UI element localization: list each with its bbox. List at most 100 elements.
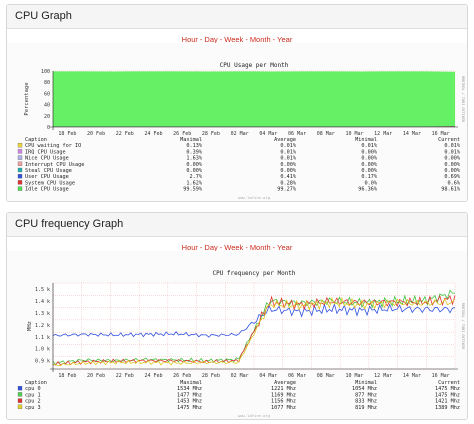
cpu-period-week[interactable]: Week — [224, 35, 244, 44]
freq-legend-caption: cpu 1 — [25, 392, 41, 398]
freq-legend-header: Caption — [25, 380, 47, 386]
cpu-period-year[interactable]: Year — [277, 35, 293, 44]
cpu-legend-caption: CPU waiting for IO — [25, 143, 81, 149]
cpu-x-tick-label: 26 Feb — [173, 131, 191, 137]
freq-y-tick-label: 1.3 k — [35, 311, 50, 317]
freq-x-tick-label: 04 Mar — [259, 373, 277, 379]
cpu-legend-caption: IRQ CPU Usage — [25, 149, 66, 155]
freq-period-hour[interactable]: Hour — [181, 243, 198, 252]
cpu-legend-max: 1.62% — [186, 180, 202, 186]
cpu-x-tick-label: 28 Feb — [202, 131, 220, 137]
cpu-legend-swatch — [17, 149, 23, 154]
cpu-legend-caption: System CPU Usage — [25, 180, 75, 186]
cpu-legend-cur: 0.69% — [444, 174, 460, 180]
cpu-legend-cur: 0.6% — [448, 180, 461, 186]
freq-period-separator: - — [245, 243, 248, 252]
freq-period-week[interactable]: Week — [224, 243, 244, 252]
freq-period-separator: - — [272, 243, 276, 252]
cpu-legend-avg: 0.00% — [280, 162, 296, 168]
cpu-x-tick-label: 20 Feb — [87, 131, 105, 137]
cpu-legend-max: 99.59% — [183, 187, 203, 193]
freq-legend-min: 833 Mhz — [355, 399, 377, 405]
freq-x-tick-label: 06 Mar — [288, 373, 306, 379]
freq-legend-max: 1477 Mhz — [177, 392, 202, 398]
cpu-legend-cur: 0.01% — [444, 143, 460, 149]
cpu-legend-avg: 0.41% — [280, 174, 296, 180]
freq-legend-header: Minimal — [355, 380, 377, 386]
freq-legend-header: Maximal — [180, 380, 202, 386]
freq-period-separator: - — [199, 243, 203, 252]
freq-x-tick-label: 12 Mar — [374, 373, 392, 379]
cpu-period-separator: - — [245, 35, 248, 44]
freq-legend-avg: 1077 Mhz — [271, 405, 296, 411]
cpu-graph-panel: CPU Graph Hour - Day - Week - Month - Year CPU U… — [6, 4, 468, 202]
freq-legend-max: 1475 Mhz — [177, 405, 202, 411]
cpu-period-separator: - — [272, 35, 276, 44]
cpu-x-tick-label: 04 Mar — [259, 131, 277, 137]
cpu-x-tick-label: 24 Feb — [144, 131, 162, 137]
freq-period-month[interactable]: Month — [249, 243, 271, 252]
cpu-legend-swatch — [17, 143, 23, 148]
cpu-legend-max: 0.39% — [186, 149, 202, 155]
cpu-chart-title: CPU Usage per Month — [220, 62, 289, 69]
freq-x-tick-label: 22 Feb — [116, 373, 134, 379]
cpu-usage-chart: CPU Usage per Month 100 80 60 40 20 0 Percentag… — [7, 43, 467, 201]
cpu-legend-min: 0.00% — [361, 156, 377, 162]
cpu-legend-cur: 98.61% — [441, 187, 461, 193]
freq-legend-min: 819 Mhz — [355, 405, 377, 411]
freq-period-day[interactable]: Day — [204, 243, 218, 252]
freq-x-tick-label: 08 Mar — [317, 373, 335, 379]
cpu-period-month[interactable]: Month — [249, 35, 271, 44]
freq-legend-swatch — [17, 404, 23, 409]
freq-legend-caption: cpu 0 — [25, 386, 41, 392]
cpu-y-tick-label: 0 — [47, 125, 50, 131]
freq-legend-cur: 1475 Mhz — [435, 386, 460, 392]
freq-legend-cur: 1421 Mhz — [435, 399, 460, 405]
freq-y-tick-label: 1.1 k — [35, 335, 50, 341]
cpu-side-label: RRDTOOL / TOBI OETIKER — [461, 76, 465, 123]
cpu-legend-min: 0.00% — [361, 149, 377, 155]
freq-x-tick-label: 18 Feb — [58, 373, 76, 379]
freq-legend-header: Current — [438, 380, 460, 386]
freq-x-tick-label: 14 Mar — [403, 373, 421, 379]
cpu-period-separator: - — [199, 35, 203, 44]
cpu-legend-caption: Steal CPU Usage — [25, 168, 72, 174]
freq-legend-min: 877 Mhz — [355, 392, 377, 398]
cpu-legend-avg: 0.01% — [280, 149, 296, 155]
cpu-legend-max: 0.00% — [186, 168, 202, 174]
cpu-x-tick-label: 06 Mar — [288, 131, 306, 137]
cpu-legend-cur: 0.00% — [444, 156, 460, 162]
freq-y-tick-label: 1.2 k — [35, 323, 50, 329]
cpu-y-axis-label: Percentage — [24, 82, 30, 115]
cpu-y-tick-label: 20 — [44, 114, 50, 120]
freq-x-tick-label: 10 Mar — [345, 373, 363, 379]
cpu-legend-swatch — [17, 174, 23, 179]
freq-legend-avg: 1169 Mhz — [271, 392, 296, 398]
cpu-legend-swatch — [17, 161, 23, 166]
cpu-idle-area — [53, 71, 455, 127]
freq-legend-cur: 1389 Mhz — [435, 405, 460, 411]
cpu-legend-header: Caption — [25, 137, 47, 143]
freq-period-year[interactable]: Year — [277, 243, 293, 252]
freq-legend-avg: 1156 Mhz — [271, 399, 296, 405]
freq-legend-swatch — [17, 386, 23, 391]
cpu-x-tick-label: 16 Mar — [432, 131, 450, 137]
cpu-watermark: www.lafire.org — [238, 195, 270, 200]
cpu-legend-avg: 99.27% — [277, 187, 297, 193]
cpu-period-day[interactable]: Day — [204, 35, 218, 44]
freq-y-tick-label: 0.9 k — [35, 359, 50, 365]
freq-legend-swatch — [17, 398, 23, 403]
cpu-legend-caption: User CPU Usage — [25, 174, 69, 180]
cpu-legend-header: Average — [274, 137, 296, 143]
freq-panel-title: CPU frequency Graph — [7, 213, 467, 237]
freq-legend-caption: cpu 3 — [25, 405, 41, 411]
freq-legend-min: 1054 Mhz — [352, 386, 377, 392]
cpu-y-tick-label: 60 — [44, 91, 50, 97]
cpu-legend-max: 0.13% — [186, 143, 202, 149]
cpu-legend-cur: 0.00% — [444, 168, 460, 174]
cpu-x-tick-label: 14 Mar — [403, 131, 421, 137]
cpu-legend-cur: 0.00% — [444, 162, 460, 168]
cpu-period-hour[interactable]: Hour — [181, 35, 198, 44]
cpu-legend-min: 0.00% — [361, 162, 377, 168]
freq-legend-max: 1453 Mhz — [177, 399, 202, 405]
